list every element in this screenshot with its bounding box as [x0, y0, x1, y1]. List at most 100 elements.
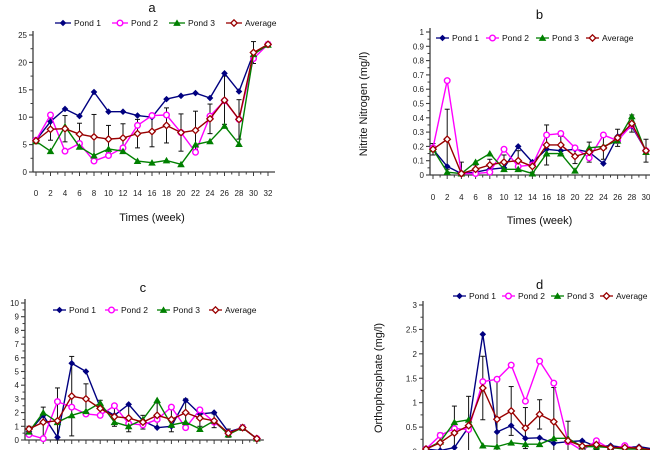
- y-tick-label: 2: [15, 409, 20, 418]
- open-circle-marker-icon: [507, 361, 515, 369]
- filled-diamond-marker-icon: [61, 105, 69, 113]
- filled-triangle-marker-icon: [542, 149, 551, 157]
- chart-b: b Nitrite Nitrogen (mg/l) 0 0.1 0.2 0.3 0.4 0.5…: [320, 0, 650, 230]
- x-tick-label: 14: [133, 189, 142, 198]
- legend-item: Pond 2: [502, 291, 545, 301]
- open-circle-marker-icon: [436, 431, 444, 439]
- open-circle-marker-icon: [68, 403, 76, 411]
- legend-label: Pond 3: [188, 18, 215, 28]
- legend-item: Pond 1: [53, 305, 96, 315]
- y-tick-label: 10: [18, 113, 27, 122]
- filled-triangle-marker-icon: [450, 418, 459, 426]
- x-axis-label: Times (week): [119, 212, 185, 224]
- y-tick-label: 0.7: [413, 71, 425, 80]
- filled-diamond-marker-icon: [47, 118, 54, 125]
- open-diamond-marker-icon: [570, 152, 580, 161]
- filled-triangle-marker-icon: [550, 434, 558, 442]
- open-diamond-marker-icon: [641, 146, 650, 155]
- open-diamond-marker-icon: [138, 418, 148, 427]
- legend-label: Pond 2: [121, 305, 148, 315]
- legend-item: Pond 2: [112, 18, 158, 28]
- open-diamond-marker-icon: [599, 143, 608, 152]
- y-tick-label: 20: [18, 58, 27, 67]
- open-circle-marker-icon: [47, 111, 55, 119]
- filled-triangle-marker-icon: [538, 34, 547, 41]
- axes: [429, 28, 650, 176]
- filled-triangle-marker-icon: [167, 421, 176, 428]
- open-circle-marker-icon: [162, 111, 170, 119]
- x-tick-label: 4: [63, 189, 68, 198]
- filled-triangle-marker-icon: [96, 399, 104, 406]
- open-circle-marker-icon: [167, 403, 175, 411]
- filled-triangle-marker-icon: [39, 409, 48, 416]
- open-diamond-marker-icon: [263, 40, 273, 49]
- filled-diamond-marker-icon: [182, 396, 189, 404]
- filled-diamond-marker-icon: [125, 401, 132, 408]
- open-diamond-marker-icon: [471, 165, 480, 174]
- open-circle-marker-icon: [493, 375, 501, 383]
- open-diamond-marker-icon: [53, 416, 62, 425]
- filled-diamond-marker-icon: [600, 160, 607, 167]
- y-tick-label: 25: [18, 31, 27, 40]
- filled-diamond-marker-icon: [105, 108, 112, 116]
- open-diamond-marker-icon: [443, 135, 452, 144]
- filled-triangle-marker-icon: [133, 157, 142, 164]
- open-circle-marker-icon: [196, 406, 204, 414]
- filled-diamond-marker-icon: [235, 88, 243, 95]
- open-diamond-marker-icon: [556, 140, 565, 150]
- open-diamond-marker-icon: [110, 412, 119, 421]
- legend-item: Average: [600, 291, 648, 301]
- open-circle-marker-icon: [571, 144, 579, 152]
- open-diamond-marker-icon: [528, 162, 537, 171]
- y-axis-label: Nitrite Nitrogen (mg/l): [358, 52, 370, 157]
- filled-diamond-marker-icon: [479, 331, 487, 338]
- filled-diamond-marker-icon: [177, 92, 185, 100]
- y-tick-label: 10: [10, 299, 19, 308]
- filled-diamond-marker-icon: [68, 359, 76, 367]
- open-circle-marker-icon: [599, 131, 607, 139]
- chart-a: a 0 5 10 15 20 25 0 2 4 6 8 10 12 14 16 18 20 22 24 26 28 30 32…: [0, 0, 320, 230]
- open-diamond-marker-icon: [436, 438, 445, 447]
- filled-triangle-marker-icon: [479, 442, 487, 449]
- series-average: [31, 40, 273, 145]
- x-tick-label: 20: [571, 193, 580, 202]
- filled-triangle-marker-icon: [173, 19, 181, 26]
- open-diamond-marker-icon: [124, 413, 133, 423]
- open-circle-marker-icon: [443, 77, 451, 85]
- y-tick-label: 3: [413, 301, 418, 310]
- x-axis-label: Times (week): [507, 215, 573, 227]
- open-circle-marker-icon: [39, 435, 47, 443]
- open-diamond-marker-icon: [31, 136, 41, 145]
- filled-triangle-marker-icon: [535, 440, 544, 448]
- open-circle-marker-icon: [543, 131, 551, 139]
- filled-diamond-marker-icon: [82, 368, 90, 375]
- legend-item: Pond 2: [105, 305, 148, 315]
- error-bars: [33, 41, 271, 160]
- open-diamond-marker-icon: [627, 119, 636, 128]
- y-tick-label: 0.5: [406, 423, 418, 432]
- filled-triangle-marker-icon: [191, 141, 200, 148]
- open-diamond-marker-icon: [485, 160, 494, 170]
- filled-diamond-marker-icon: [56, 306, 63, 314]
- y-tick-label: 1: [15, 422, 20, 431]
- x-tick-label: 6: [77, 189, 82, 198]
- x-tick-label: 22: [585, 193, 594, 202]
- filled-diamond-marker-icon: [192, 89, 199, 97]
- open-diamond-marker-icon: [191, 126, 200, 135]
- legend-item: Pond 3: [536, 33, 579, 43]
- filled-diamond-marker-icon: [443, 163, 451, 170]
- chart-d-svg: d Orthophosphate (mg/l) 0 0.5 1 1.5 2 2.5 3 Pond …: [373, 278, 650, 450]
- y-tick-label: 2.5: [406, 325, 418, 334]
- open-diamond-marker-icon: [153, 411, 162, 420]
- open-diamond-marker-icon: [514, 156, 523, 165]
- open-diamond-marker-icon: [613, 133, 622, 142]
- filled-diamond-marker-icon: [536, 434, 543, 442]
- x-tick-label: 26: [613, 193, 622, 202]
- x-tick-label: 0: [34, 189, 39, 198]
- open-diamond-marker-icon: [421, 444, 431, 450]
- filled-triangle-marker-icon: [104, 145, 113, 152]
- x-tick-label: 10: [104, 189, 113, 198]
- x-tick-label: 18: [162, 189, 171, 198]
- x-tick-label: 22: [191, 189, 200, 198]
- legend-item: Pond 1: [453, 291, 496, 301]
